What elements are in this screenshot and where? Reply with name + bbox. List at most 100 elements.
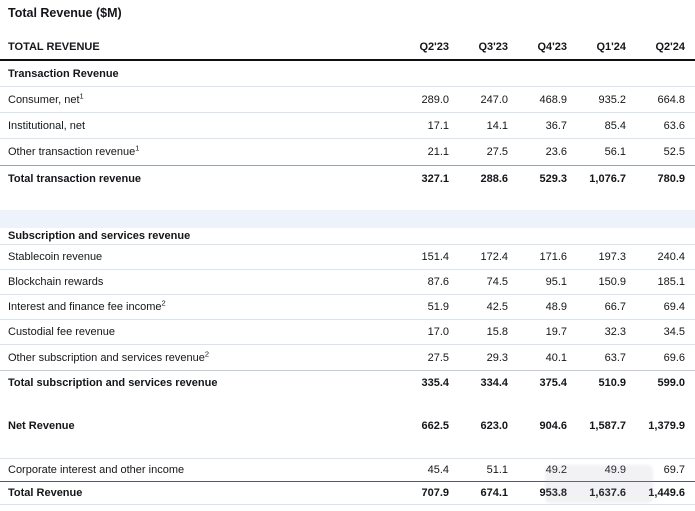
cell-value: 95.1 [545,276,567,288]
table-header-row: TOTAL REVENUE Q2'23 Q3'23 Q4'23 Q1'24 Q2… [0,34,695,61]
cell-value: 52.5 [663,146,685,158]
cell-value: 69.6 [663,351,685,364]
cell-value: 197.3 [598,251,626,263]
cell-value: 17.0 [427,326,449,338]
cell-value: 904.6 [539,420,567,432]
table-row: Other subscription and services revenue2… [0,345,695,370]
cell-value: 34.5 [663,326,685,338]
row-label: Other subscription and services revenue [8,351,205,364]
cell-value: 63.6 [663,119,685,132]
cell-value: 935.2 [598,93,626,106]
cell-value: 48.9 [545,301,567,313]
cell-value: 288.6 [480,172,508,185]
row-label: Total Revenue [8,487,83,499]
footnote-marker: 1 [79,90,84,100]
total-row: Total subscription and services revenue … [0,370,695,395]
cell-value: 375.4 [539,377,567,389]
cell-value: 66.7 [604,301,626,313]
section-spacer [0,395,695,413]
column-header-q2-23: Q2'23 [419,40,449,53]
table-row: Consumer, net1 289.0 247.0 468.9 935.2 6… [0,87,695,113]
cell-value: 69.4 [663,301,685,313]
cell-value: 27.5 [486,146,508,158]
table-row: Other transaction revenue1 21.1 27.5 23.… [0,139,695,165]
column-header-q3-23: Q3'23 [478,40,508,53]
cell-value: 780.9 [657,172,685,185]
cell-value: 674.1 [480,487,508,499]
cell-value: 335.4 [421,377,449,389]
table-row: Blockchain rewards 87.6 74.5 95.1 150.9 … [0,270,695,295]
cell-value: 49.2 [545,464,567,476]
cell-value: 172.4 [480,251,508,263]
cell-value: 247.0 [480,93,508,106]
cell-value: 15.8 [486,326,508,338]
footnote-marker: 1 [135,143,140,153]
section-header-row: Transaction Revenue [0,61,695,87]
row-label: Total transaction revenue [8,172,142,185]
cell-value: 32.3 [604,326,626,338]
cell-value: 40.1 [545,351,567,364]
cell-value: 510.9 [598,377,626,389]
cell-value: 29.3 [486,351,508,364]
cell-value: 150.9 [598,276,626,288]
section-spacer [0,191,695,210]
tinted-spacer-band [0,210,695,228]
cell-value: 19.7 [545,326,567,338]
cell-value: 529.3 [539,172,567,185]
row-label: Net Revenue [8,420,75,432]
cell-value: 14.1 [486,119,508,132]
net-revenue-row: Net Revenue 662.5 623.0 904.6 1,587.7 1,… [0,413,695,439]
row-label: Interest and finance fee income [8,301,162,313]
table-row: Institutional, net 17.1 14.1 36.7 85.4 6… [0,113,695,139]
cell-value: 1,637.6 [589,487,626,499]
cell-value: 36.7 [545,119,567,132]
cell-value: 171.6 [539,251,567,263]
column-header-q4-23: Q4'23 [537,40,567,53]
cell-value: 707.9 [421,487,449,499]
cell-value: 1,379.9 [648,420,685,432]
row-label: Consumer, net [8,93,80,106]
cell-value: 1,076.7 [589,172,626,185]
footnote-marker: 2 [204,348,210,358]
row-label: Other transaction revenue [8,146,136,158]
cell-value: 1,449.6 [648,487,685,499]
cell-value: 662.5 [421,420,449,432]
column-header-q2-24: Q2'24 [655,40,685,53]
column-header-q1-24: Q1'24 [596,40,626,53]
table-row: Custodial fee revenue 17.0 15.8 19.7 32.… [0,320,695,345]
table-header-label: TOTAL REVENUE [8,40,100,53]
cell-value: 664.8 [657,93,685,106]
page-title: Total Revenue ($M) [8,6,122,20]
table-row: Stablecoin revenue 151.4 172.4 171.6 197… [0,245,695,270]
cell-value: 49.9 [604,464,626,476]
cell-value: 63.7 [604,351,626,364]
cell-value: 289.0 [421,93,449,106]
cell-value: 74.5 [486,276,508,288]
cell-value: 85.4 [604,119,626,132]
cell-value: 623.0 [480,420,508,432]
section-label: Subscription and services revenue [8,230,191,242]
cell-value: 185.1 [657,276,685,288]
cell-value: 953.8 [539,487,567,499]
cell-value: 51.1 [486,464,508,476]
cell-value: 151.4 [421,251,449,263]
row-label: Institutional, net [8,119,86,132]
row-label: Custodial fee revenue [8,326,116,338]
cell-value: 23.6 [545,146,567,158]
cell-value: 56.1 [604,146,626,158]
section-header-row: Subscription and services revenue [0,228,695,245]
cell-value: 334.4 [480,377,508,389]
cell-value: 51.9 [427,301,449,313]
cell-value: 87.6 [427,276,449,288]
footnote-marker: 2 [161,298,166,308]
cell-value: 240.4 [657,251,685,263]
table-row: Interest and finance fee income2 51.9 42… [0,295,695,320]
row-label: Stablecoin revenue [8,251,103,263]
cell-value: 327.1 [421,172,449,185]
row-label: Corporate interest and other income [8,464,185,476]
cell-value: 42.5 [486,301,508,313]
total-row: Total transaction revenue 327.1 288.6 52… [0,165,695,191]
cell-value: 69.7 [663,464,685,476]
grand-total-row: Total Revenue 707.9 674.1 953.8 1,637.6 … [0,481,695,505]
